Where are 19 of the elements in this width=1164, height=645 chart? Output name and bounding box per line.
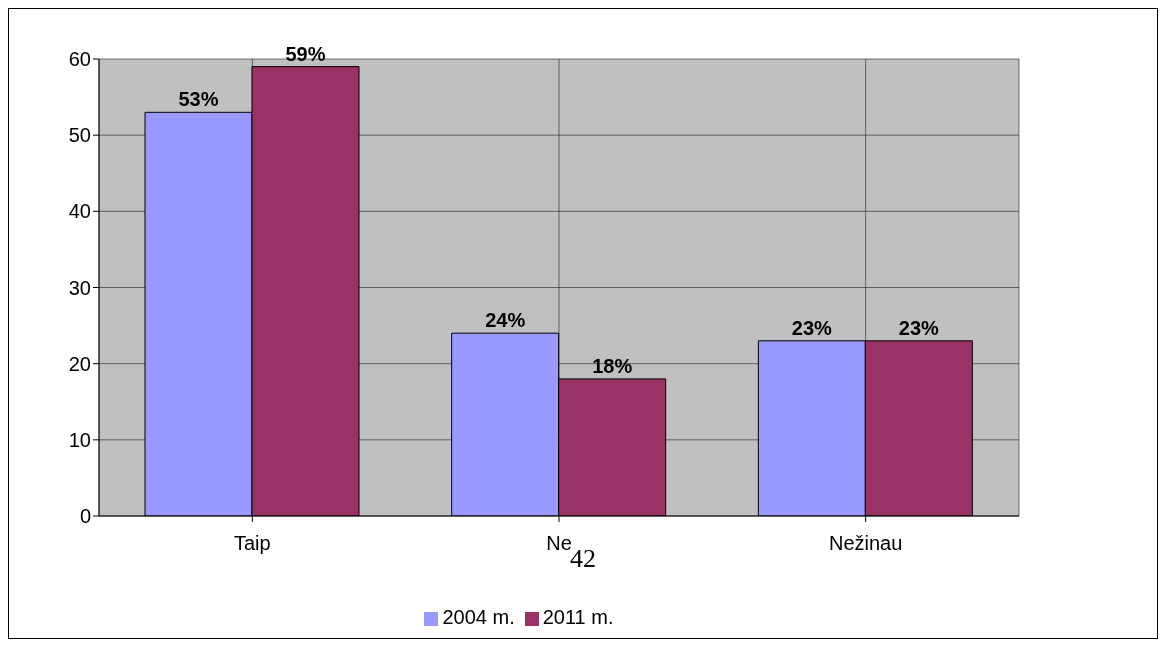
x-tick-label: Nežinau — [828, 532, 903, 555]
data-label: 23% — [791, 316, 833, 339]
data-label: 53% — [178, 88, 219, 111]
data-label: 24% — [485, 309, 526, 332]
data-label: 18% — [592, 354, 633, 377]
legend-label: 2004 m. — [442, 606, 515, 628]
y-tick-label: 40 — [68, 200, 91, 223]
data-label: 59% — [285, 42, 326, 65]
x-tick-label: Ne — [546, 532, 572, 555]
y-tick-label: 60 — [68, 48, 91, 71]
data-label: 23% — [898, 316, 940, 339]
y-tick-label: 20 — [68, 352, 91, 375]
text: 42 — [570, 544, 596, 573]
x-tick-label: Taip — [233, 532, 271, 555]
legend-label: 2011 m. — [542, 606, 614, 628]
y-tick-label: 0 — [79, 505, 91, 528]
y-tick-label: 10 — [68, 428, 91, 451]
y-tick-label: 30 — [68, 276, 91, 299]
y-tick-label: 50 — [68, 124, 91, 147]
